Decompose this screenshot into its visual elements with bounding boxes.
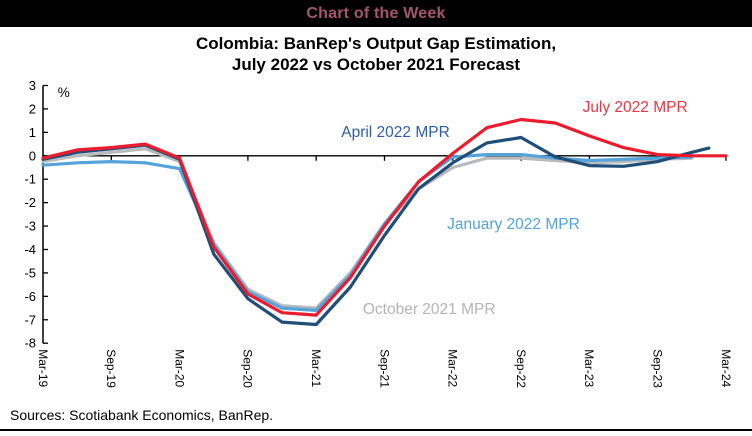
y-tick-label: 1 (29, 125, 36, 140)
x-tick-label: Mar-22 (446, 349, 460, 387)
series-january-2022-mpr: January 2022 MPR (41, 153, 694, 312)
banner: Chart of the Week (0, 0, 752, 27)
series-label: April 2022 MPR (341, 124, 450, 141)
series-label: July 2022 MPR (583, 99, 688, 116)
y-tick-label: -8 (24, 336, 36, 351)
y-tick-label: 3 (29, 78, 36, 93)
series-label: October 2021 MPR (363, 301, 496, 318)
y-tick-label: -1 (24, 172, 36, 187)
y-tick-label: -4 (24, 242, 36, 257)
series-line (41, 135, 711, 327)
chart-title-line2: July 2022 vs October 2021 Forecast (231, 55, 521, 74)
series-label: January 2022 MPR (447, 216, 580, 233)
series-line (41, 147, 694, 310)
bottom-divider (0, 429, 752, 431)
series-october-2021-mpr: October 2021 MPR (41, 147, 694, 318)
y-axis: 3 2 1 0 -1 -2 -3 -4 -5 -6 -7 -8 (24, 78, 48, 351)
source-note: Sources: Scotiabank Economics, BanRep. (10, 407, 274, 423)
series-july-2022-mpr: July 2022 MPR (41, 99, 728, 317)
x-tick-label: Sep-19 (104, 349, 118, 388)
x-tick-label: Mar-19 (36, 349, 50, 387)
y-tick-label: -7 (24, 312, 36, 327)
y-tick-label: -2 (24, 195, 36, 210)
x-axis: Mar-19 Sep-19 Mar-20 Sep-20 Mar-21 Sep-21 Mar-… (36, 155, 733, 388)
x-tick-label: Mar-24 (719, 349, 733, 387)
x-tick-label: Sep-22 (514, 349, 528, 388)
x-tick-label: Sep-20 (241, 349, 255, 388)
x-tick-label: Mar-23 (582, 349, 596, 387)
x-tick-label: Mar-20 (172, 349, 186, 387)
series-line (41, 153, 694, 312)
series-line (41, 117, 728, 317)
y-tick-label: 2 (29, 101, 36, 116)
x-tick-label: Mar-21 (309, 349, 323, 387)
x-tick-label: Sep-23 (651, 349, 665, 388)
x-tick-label: Sep-21 (377, 349, 391, 388)
y-tick-label: -3 (24, 219, 36, 234)
y-tick-label: 0 (29, 148, 36, 163)
y-tick-label: -6 (24, 289, 36, 304)
y-tick-label: -5 (24, 265, 36, 280)
chart-title: Colombia: BanRep's Output Gap Estimation… (0, 33, 752, 75)
chart-title-line1: Colombia: BanRep's Output Gap Estimation… (195, 34, 557, 53)
series-april-2022-mpr: April 2022 MPR (41, 124, 711, 327)
banner-text: Chart of the Week (306, 4, 446, 22)
unit-label: % (58, 85, 70, 100)
